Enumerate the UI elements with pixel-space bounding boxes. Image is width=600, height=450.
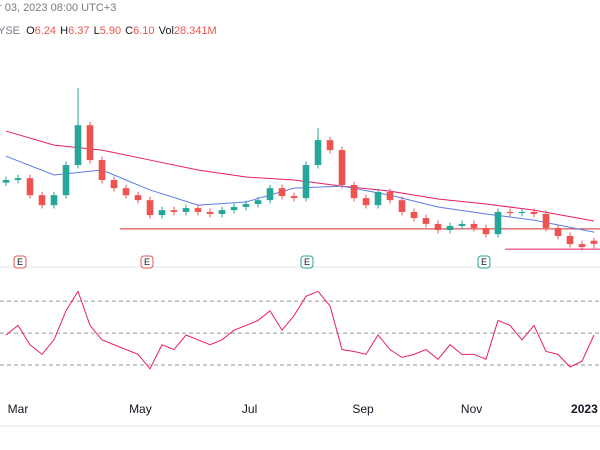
candle-body <box>14 178 22 180</box>
candle-body <box>470 223 478 229</box>
candle-body <box>398 200 406 212</box>
candle-body <box>206 211 214 214</box>
candle-body <box>518 211 526 214</box>
candle-body <box>158 210 166 216</box>
candle-body <box>374 192 382 206</box>
moving-average <box>5 130 595 222</box>
x-tick-label: Jul <box>242 402 257 416</box>
candle-body <box>62 165 70 196</box>
candle-body <box>434 223 442 231</box>
ohlc-value: 5.90 <box>100 25 121 37</box>
candle-body <box>74 125 82 166</box>
candle-body <box>38 195 46 206</box>
candle-body <box>482 228 490 235</box>
event-marker <box>477 255 491 269</box>
event-label: E <box>481 257 487 267</box>
candle-body <box>542 213 550 229</box>
event-marker <box>300 255 314 269</box>
candle-body <box>146 200 154 216</box>
candle-body <box>266 188 274 201</box>
candle-body <box>338 150 346 185</box>
candle-body <box>362 198 370 206</box>
candle-body <box>86 125 94 161</box>
ohlc-label: C <box>125 25 133 37</box>
ohlc-value: 6.10 <box>133 25 154 37</box>
ohlc-label: L <box>94 25 100 37</box>
candle-body <box>458 223 466 226</box>
candle-body <box>446 225 454 231</box>
candle-body <box>278 188 286 197</box>
candle-body <box>182 208 190 212</box>
candle-body <box>98 160 106 180</box>
candle-body <box>566 235 574 245</box>
candle-body <box>506 211 514 214</box>
event-label: E <box>304 257 310 267</box>
candle-body <box>110 179 118 189</box>
candle-body <box>254 200 262 205</box>
candle-body <box>578 244 586 248</box>
candle-body <box>50 195 58 206</box>
volume-label: Vol <box>159 25 174 37</box>
event-marker <box>140 255 154 269</box>
exchange: YSE <box>0 25 20 37</box>
ohlc-value: 6.24 <box>35 25 56 37</box>
candle-body <box>2 179 10 183</box>
candle-body <box>422 218 430 224</box>
event-label: E <box>144 257 150 267</box>
candle-body <box>350 184 358 199</box>
candle-body <box>134 195 142 201</box>
candle-body <box>218 210 226 214</box>
candle-body <box>290 196 298 199</box>
candle-body <box>554 228 562 236</box>
candle-body <box>326 140 334 151</box>
x-tick-label: May <box>129 402 152 416</box>
candle-body <box>410 211 418 219</box>
candle-body <box>314 140 322 166</box>
candle-body <box>170 210 178 212</box>
candle-body <box>590 240 598 244</box>
candle-body <box>242 204 250 207</box>
x-tick-label: 2023 <box>571 402 598 416</box>
ohlc-label: O <box>26 25 35 37</box>
x-tick-label: Nov <box>461 402 482 416</box>
candle-body <box>230 206 238 211</box>
candle-body <box>122 188 130 196</box>
ohlc-value: 6.37 <box>68 25 89 37</box>
event-label: E <box>17 257 23 267</box>
ohlc-label: H <box>60 25 68 37</box>
candle-body <box>26 178 34 196</box>
x-tick-label: Mar <box>8 402 29 416</box>
candle-body <box>194 208 202 212</box>
candle-body <box>494 211 502 235</box>
volume-value: 28.341M <box>174 25 217 37</box>
candle-body <box>530 211 538 214</box>
candle-body <box>302 165 310 199</box>
x-tick-label: Sep <box>352 402 374 416</box>
rsi-line <box>5 290 595 370</box>
header-legend: YSE O6.24 H6.37 L5.90 C6.10 Vol28.341M <box>0 25 217 37</box>
candle-body <box>386 192 394 201</box>
header-date: r 03, 2023 08:00 UTC+3 <box>0 2 116 14</box>
event-marker <box>13 255 27 269</box>
